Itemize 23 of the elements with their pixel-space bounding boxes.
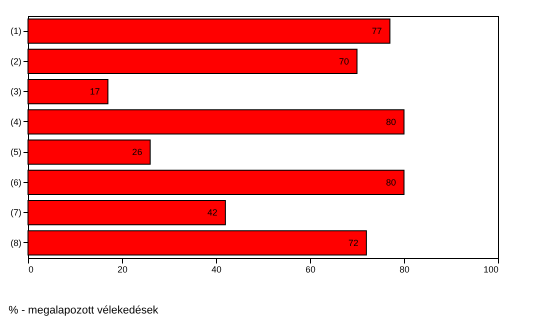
x-axis-title: % - megalapozott vélekedések — [8, 304, 159, 316]
x-tick-label: 80 — [399, 264, 410, 274]
x-tick-label: 20 — [117, 264, 128, 274]
y-tick-label: (6) — [10, 177, 22, 188]
x-tick-label: 0 — [28, 264, 34, 274]
y-tick-label: (1) — [10, 26, 22, 36]
data-label: 70 — [338, 56, 349, 66]
y-tick-label: (2) — [10, 56, 22, 66]
y-tick-label: (5) — [10, 147, 22, 158]
y-tick-label: (8) — [10, 238, 22, 248]
x-tick-label: 40 — [211, 264, 222, 274]
y-tick-label: (3) — [10, 86, 22, 97]
data-label: 80 — [386, 116, 396, 127]
y-tick-label: (4) — [10, 116, 22, 127]
data-label: 77 — [372, 26, 382, 36]
data-label: 72 — [348, 238, 358, 248]
data-label: 17 — [90, 86, 100, 97]
data-label: 80 — [386, 177, 396, 188]
x-tick-label: 100 — [483, 264, 498, 274]
y-tick-label: (7) — [10, 208, 22, 218]
data-label: 42 — [207, 208, 218, 218]
x-tick-label: 60 — [305, 264, 316, 274]
data-label: 26 — [132, 147, 142, 158]
